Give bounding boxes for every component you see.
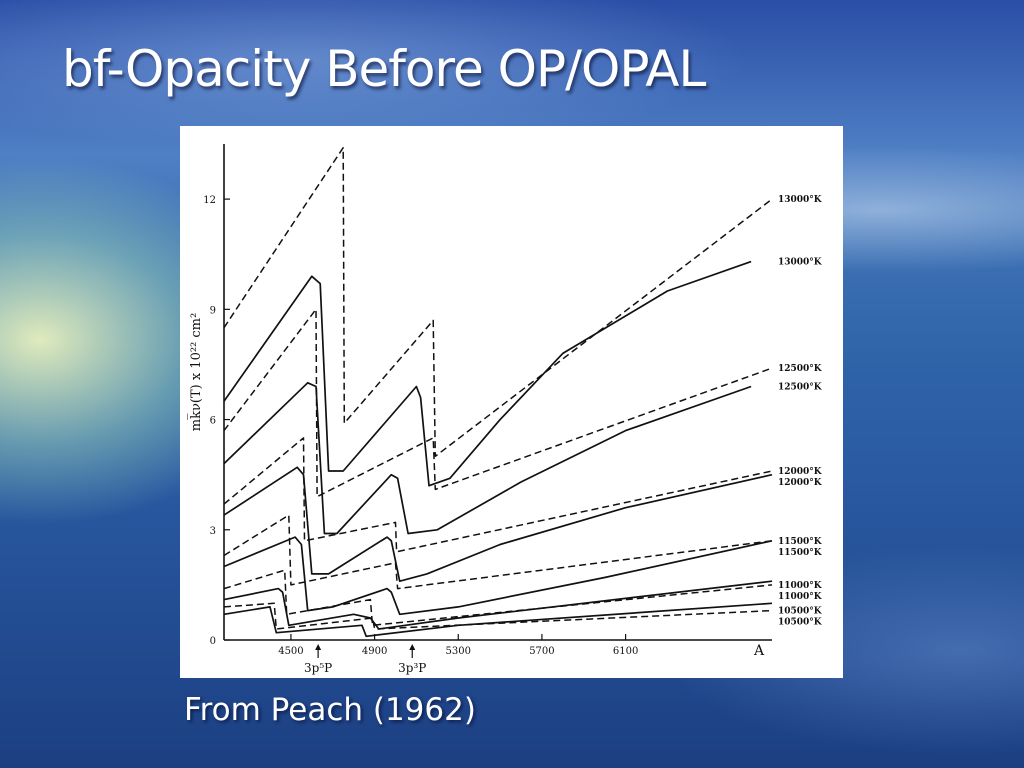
y-tick-label: 0 <box>210 636 216 647</box>
y-axis-label: mk̅ν(T) x 10²² cm² <box>187 313 204 431</box>
y-tick-label: 3 <box>210 526 216 537</box>
edge-marker-arrow-head <box>409 644 416 650</box>
series-label: 13000°K <box>778 258 823 268</box>
series-label: 11500°K <box>778 537 823 547</box>
series-line-12000-solid <box>223 466 773 583</box>
source-caption: From Peach (1962) <box>184 692 476 728</box>
slide-title: bf-Opacity Before OP/OPAL <box>62 40 706 98</box>
series-label: 12000°K <box>778 467 823 477</box>
series-line-13000-solid <box>223 260 752 487</box>
series-label: 10500°K <box>778 618 823 628</box>
x-tick-label: 5700 <box>529 646 554 657</box>
series-line-10500-solid <box>223 602 773 638</box>
series-line-13000-dashed <box>223 146 773 458</box>
edge-marker-arrow-head <box>315 644 322 650</box>
series-label: 12500°K <box>778 364 823 374</box>
series-line-12500-solid <box>223 381 752 535</box>
series-label: 10500°K <box>778 607 823 617</box>
y-tick-label: 6 <box>210 416 216 427</box>
series-line-11500-solid <box>223 536 773 616</box>
chart-labels: 0 3 6 9 12 4500 4900 5300 5700 6100 Amk̅ν(T) x 10²… <box>187 195 823 675</box>
opacity-chart: 0 3 6 9 12 4500 4900 5300 5700 6100 Amk̅ν(T) x 10²… <box>187 144 823 675</box>
series-label: 13000°K <box>778 195 823 205</box>
x-tick-label: 5300 <box>446 646 471 657</box>
series-label: 11500°K <box>778 548 823 558</box>
edge-marker-label: 3p⁵P <box>304 661 332 675</box>
series-line-12500-dashed <box>223 308 773 498</box>
series-line-11000-solid <box>223 580 773 630</box>
series-line-11500-dashed <box>223 514 773 590</box>
x-tick-label: 6100 <box>613 646 638 657</box>
x-axis-label: A <box>753 643 765 659</box>
edge-marker-label: 3p³P <box>398 661 426 675</box>
series-line-10500-dashed <box>223 602 773 630</box>
series-label: 12000°K <box>778 478 823 488</box>
y-tick-label: 9 <box>210 305 216 316</box>
series-label: 12500°K <box>778 382 823 392</box>
y-tick-label: 12 <box>203 195 216 206</box>
x-tick-label: 4500 <box>278 646 303 657</box>
series-label: 11000°K <box>778 581 823 591</box>
x-tick-label: 4900 <box>362 646 387 657</box>
chart-axes <box>223 144 772 658</box>
chart-series <box>223 146 773 638</box>
series-label: 11000°K <box>778 592 823 602</box>
